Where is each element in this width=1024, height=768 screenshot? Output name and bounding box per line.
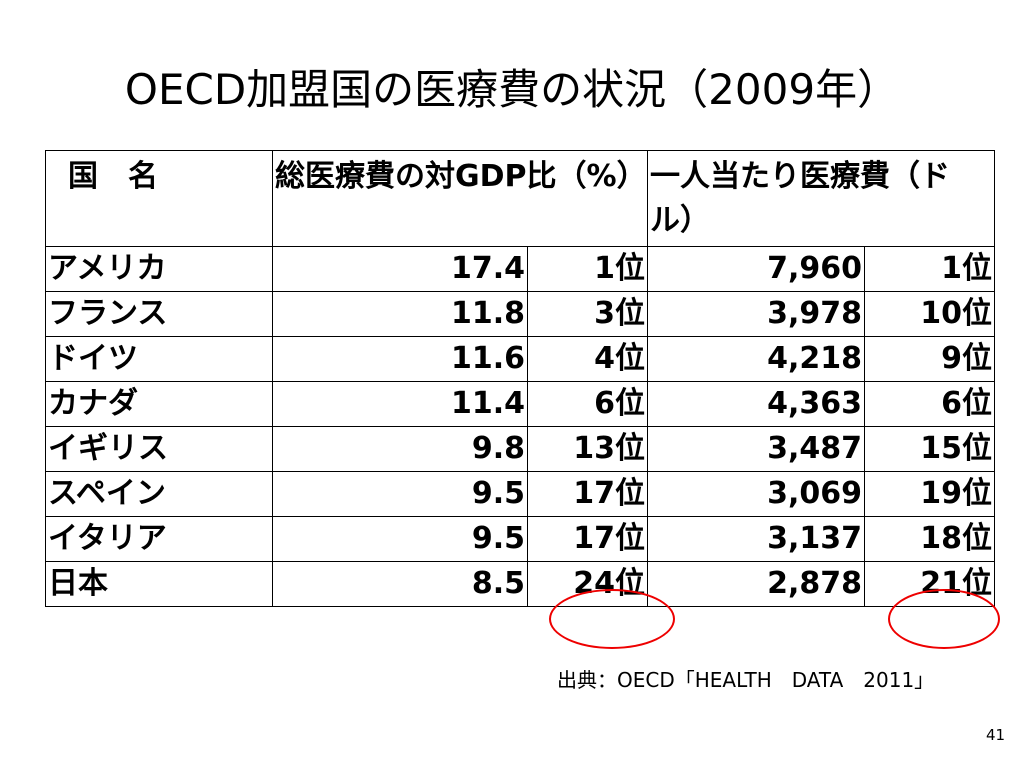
table-row: ドイツ 11.6 4位 4,218 9位 [45, 336, 996, 382]
country-cell: イギリス [45, 426, 273, 472]
per-capita-rank-cell: 6位 [864, 381, 996, 427]
per-capita-cell: 3,069 [647, 471, 866, 517]
per-capita-cell: 4,218 [647, 336, 866, 382]
country-cell: カナダ [45, 381, 273, 427]
gdp-ratio-cell: 8.5 [272, 561, 528, 607]
health-cost-table: 国 名 総医療費の対GDP比（%） 一人当たり医療費（ドル） アメリカ 17.4… [45, 150, 996, 607]
per-capita-rank-cell: 1位 [864, 246, 996, 292]
source-note: 出典：OECD「HEALTH DATA 2011」 [557, 668, 935, 692]
gdp-rank-cell: 13位 [526, 426, 649, 472]
header-country: 国 名 [45, 150, 273, 247]
table-row: アメリカ 17.4 1位 7,960 1位 [45, 246, 996, 292]
per-capita-cell: 7,960 [647, 246, 866, 292]
highlight-circle-cost-rank [888, 589, 1000, 649]
per-capita-cell: 4,363 [647, 381, 866, 427]
header-gdp-ratio: 総医療費の対GDP比（%） [271, 150, 649, 247]
gdp-rank-cell: 1位 [526, 246, 649, 292]
gdp-rank-cell: 6位 [526, 381, 649, 427]
country-cell: フランス [45, 291, 273, 337]
per-capita-rank-cell: 10位 [864, 291, 996, 337]
country-cell: 日本 [45, 561, 273, 607]
gdp-ratio-cell: 9.5 [272, 516, 528, 562]
per-capita-cell: 3,978 [647, 291, 866, 337]
table-row: フランス 11.8 3位 3,978 10位 [45, 291, 996, 337]
gdp-ratio-cell: 9.5 [272, 471, 528, 517]
table-header-row: 国 名 総医療費の対GDP比（%） 一人当たり医療費（ドル） [45, 150, 996, 247]
gdp-ratio-cell: 11.8 [272, 291, 528, 337]
gdp-rank-cell: 17位 [526, 471, 649, 517]
gdp-rank-cell: 4位 [526, 336, 649, 382]
per-capita-cell: 2,878 [647, 561, 866, 607]
slide-title: OECD加盟国の医療費の状況（2009年） [124, 65, 900, 114]
table-row: 日本 8.5 24位 2,878 21位 [45, 561, 996, 607]
per-capita-rank-cell: 19位 [864, 471, 996, 517]
per-capita-rank-cell: 9位 [864, 336, 996, 382]
per-capita-rank-cell: 18位 [864, 516, 996, 562]
country-cell: スペイン [45, 471, 273, 517]
gdp-ratio-cell: 17.4 [272, 246, 528, 292]
country-cell: イタリア [45, 516, 273, 562]
highlight-circle-gdp-rank [549, 589, 675, 649]
per-capita-rank-cell: 15位 [864, 426, 996, 472]
gdp-rank-cell: 17位 [526, 516, 649, 562]
table-row: カナダ 11.4 6位 4,363 6位 [45, 381, 996, 427]
gdp-ratio-cell: 11.4 [272, 381, 528, 427]
country-cell: ドイツ [45, 336, 273, 382]
per-capita-cell: 3,487 [647, 426, 866, 472]
gdp-ratio-cell: 11.6 [272, 336, 528, 382]
country-cell: アメリカ [45, 246, 273, 292]
per-capita-cell: 3,137 [647, 516, 866, 562]
gdp-rank-cell: 3位 [526, 291, 649, 337]
page-number: 41 [986, 726, 1006, 744]
table-row: スペイン 9.5 17位 3,069 19位 [45, 471, 996, 517]
table-row: イタリア 9.5 17位 3,137 18位 [45, 516, 996, 562]
table-row: イギリス 9.8 13位 3,487 15位 [45, 426, 996, 472]
gdp-ratio-cell: 9.8 [272, 426, 528, 472]
header-per-capita: 一人当たり医療費（ドル） [647, 150, 996, 247]
